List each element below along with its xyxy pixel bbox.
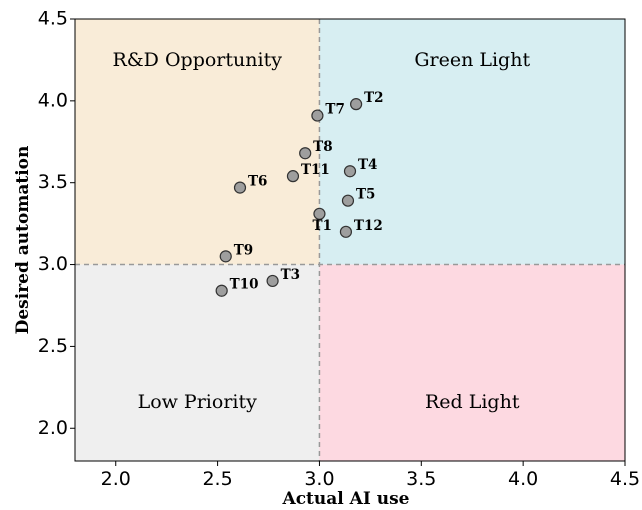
point-label-t9: T9 — [234, 242, 253, 258]
y-tick-label: 3.5 — [38, 171, 68, 193]
quadrant-label-top-right: Green Light — [414, 49, 530, 71]
quadrant-label-top-left: R&D Opportunity — [112, 49, 282, 71]
point-t4 — [343, 165, 357, 178]
point-label-t11: T11 — [301, 162, 330, 178]
point-label-t1: T1 — [312, 218, 331, 234]
y-tick-label: 2.5 — [38, 335, 68, 357]
point-label-t2: T2 — [364, 90, 383, 106]
x-tick-label: 2.0 — [101, 468, 131, 490]
x-tick-label: 3.0 — [304, 468, 334, 490]
x-tick-label: 2.5 — [202, 468, 232, 490]
x-tick-label: 4.5 — [610, 468, 640, 490]
x-axis-title: Actual AI use — [282, 489, 410, 509]
point-t9 — [219, 250, 232, 263]
y-axis-title: Desired automation — [13, 146, 33, 335]
point-label-t8: T8 — [313, 139, 332, 155]
point-t2 — [350, 98, 363, 111]
quadrant-bottom-left — [75, 264, 320, 461]
point-label-t7: T7 — [325, 102, 344, 118]
point-t6 — [233, 181, 247, 194]
point-label-t3: T3 — [281, 267, 300, 283]
quadrant-bottom-right — [319, 264, 625, 461]
point-t3 — [266, 274, 279, 288]
quadrant-top-left — [75, 19, 320, 265]
point-label-t6: T6 — [248, 174, 267, 190]
plot-frame — [74, 18, 626, 462]
point-label-t5: T5 — [356, 187, 375, 203]
point-label-t4: T4 — [358, 157, 377, 173]
quadrant-label-bottom-left: Low Priority — [138, 391, 258, 413]
x-tick-label: 3.5 — [406, 468, 436, 490]
point-t12 — [339, 225, 353, 238]
point-label-t10: T10 — [230, 277, 259, 293]
quadrant-label-bottom-right: Red Light — [425, 391, 520, 413]
x-tick-label: 4.0 — [508, 468, 538, 490]
point-t8 — [299, 147, 312, 160]
y-tick-label: 3.0 — [38, 253, 68, 275]
quadrant-top-right — [319, 19, 625, 265]
y-tick-label: 4.0 — [38, 89, 68, 111]
y-tick-label: 4.5 — [38, 8, 68, 30]
point-label-t12: T12 — [354, 218, 383, 234]
point-t1 — [313, 207, 326, 220]
point-t7 — [311, 109, 324, 122]
point-t5 — [341, 194, 355, 207]
point-t11 — [286, 170, 300, 183]
y-tick-label: 2.0 — [38, 417, 68, 439]
point-t10 — [215, 284, 228, 297]
